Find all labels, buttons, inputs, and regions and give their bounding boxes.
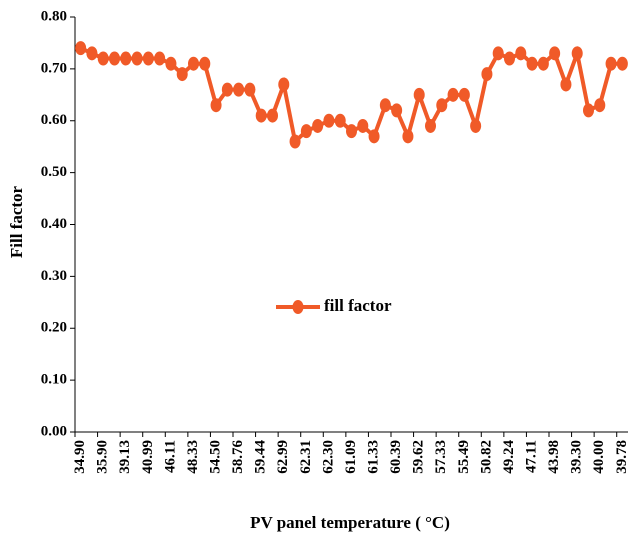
marker xyxy=(616,56,628,71)
x-tick-label: 46.11 xyxy=(162,440,178,473)
marker xyxy=(458,87,470,102)
marker xyxy=(549,46,561,61)
marker xyxy=(199,56,211,71)
marker xyxy=(244,82,256,97)
marker xyxy=(470,118,482,133)
marker xyxy=(571,46,583,61)
x-tick-label: 50.82 xyxy=(478,440,494,474)
marker xyxy=(560,77,572,92)
legend-marker xyxy=(292,300,304,314)
x-tick-label: 62.30 xyxy=(320,440,336,474)
marker xyxy=(255,108,267,123)
marker xyxy=(188,56,199,71)
x-tick-label: 62.99 xyxy=(275,440,291,474)
marker xyxy=(131,51,143,66)
x-tick-label: 43.98 xyxy=(546,440,562,474)
y-tick-label: 0.40 xyxy=(41,216,67,232)
marker xyxy=(267,108,278,123)
marker xyxy=(142,51,154,66)
x-tick-label: 55.49 xyxy=(456,440,472,474)
y-tick-label: 0.20 xyxy=(41,320,67,336)
x-tick-label: 60.39 xyxy=(388,440,404,474)
marker xyxy=(379,98,391,113)
x-tick-label: 48.33 xyxy=(185,440,201,474)
y-axis-title: Fill factor xyxy=(7,185,26,258)
x-tick-label: 40.00 xyxy=(591,440,607,474)
x-tick-label: 61.09 xyxy=(343,440,359,474)
marker xyxy=(154,51,166,66)
x-tick-label: 62.31 xyxy=(298,440,314,474)
marker xyxy=(504,51,515,66)
marker xyxy=(391,103,403,118)
marker xyxy=(368,129,380,144)
marker xyxy=(75,41,87,56)
marker xyxy=(594,98,606,113)
x-tick-label: 54.50 xyxy=(208,440,224,474)
marker xyxy=(278,77,290,92)
marker xyxy=(481,67,493,82)
legend-label: fill factor xyxy=(324,296,392,315)
y-tick-label: 0.60 xyxy=(41,112,67,128)
marker xyxy=(492,46,504,61)
marker xyxy=(289,134,301,149)
marker xyxy=(165,56,177,71)
marker xyxy=(583,103,594,118)
marker xyxy=(233,82,245,97)
marker xyxy=(323,113,335,128)
y-tick-label: 0.80 xyxy=(41,8,67,24)
x-tick-label: 40.99 xyxy=(140,440,156,474)
marker xyxy=(86,46,98,61)
y-tick-label: 0.10 xyxy=(41,372,67,388)
marker xyxy=(334,113,346,128)
x-tick-label: 47.11 xyxy=(524,440,540,473)
marker xyxy=(515,46,527,61)
x-tick-label: 59.62 xyxy=(411,440,427,474)
marker xyxy=(447,87,459,102)
marker xyxy=(109,51,120,66)
marker xyxy=(357,118,369,133)
x-tick-label: 59.44 xyxy=(253,440,269,474)
marker xyxy=(97,51,109,66)
y-tick-label: 0.50 xyxy=(41,164,67,180)
marker xyxy=(210,98,222,113)
x-axis-title: PV panel temperature ( °C) xyxy=(250,513,450,532)
marker xyxy=(312,118,324,133)
marker xyxy=(221,82,233,97)
marker xyxy=(413,87,425,102)
x-tick-label: 57.33 xyxy=(433,440,449,474)
x-tick-label: 58.76 xyxy=(230,440,246,474)
marker xyxy=(425,118,436,133)
marker xyxy=(120,51,132,66)
marker xyxy=(526,56,538,71)
x-tick-label: 39.78 xyxy=(614,440,629,474)
y-tick-label: 0.00 xyxy=(41,423,67,439)
y-tick-label: 0.70 xyxy=(41,60,67,76)
x-tick-label: 39.13 xyxy=(117,440,133,474)
x-tick-label: 35.90 xyxy=(95,440,111,474)
marker xyxy=(436,98,448,113)
x-tick-label: 49.24 xyxy=(501,440,517,474)
marker xyxy=(537,56,549,71)
x-tick-label: 34.90 xyxy=(72,440,88,474)
x-tick-label: 39.30 xyxy=(569,440,585,474)
marker xyxy=(346,124,357,139)
marker xyxy=(176,67,188,82)
marker xyxy=(300,124,312,139)
x-tick-label: 61.33 xyxy=(366,440,382,474)
y-tick-label: 0.30 xyxy=(41,268,67,284)
marker xyxy=(605,56,617,71)
marker xyxy=(402,129,414,144)
